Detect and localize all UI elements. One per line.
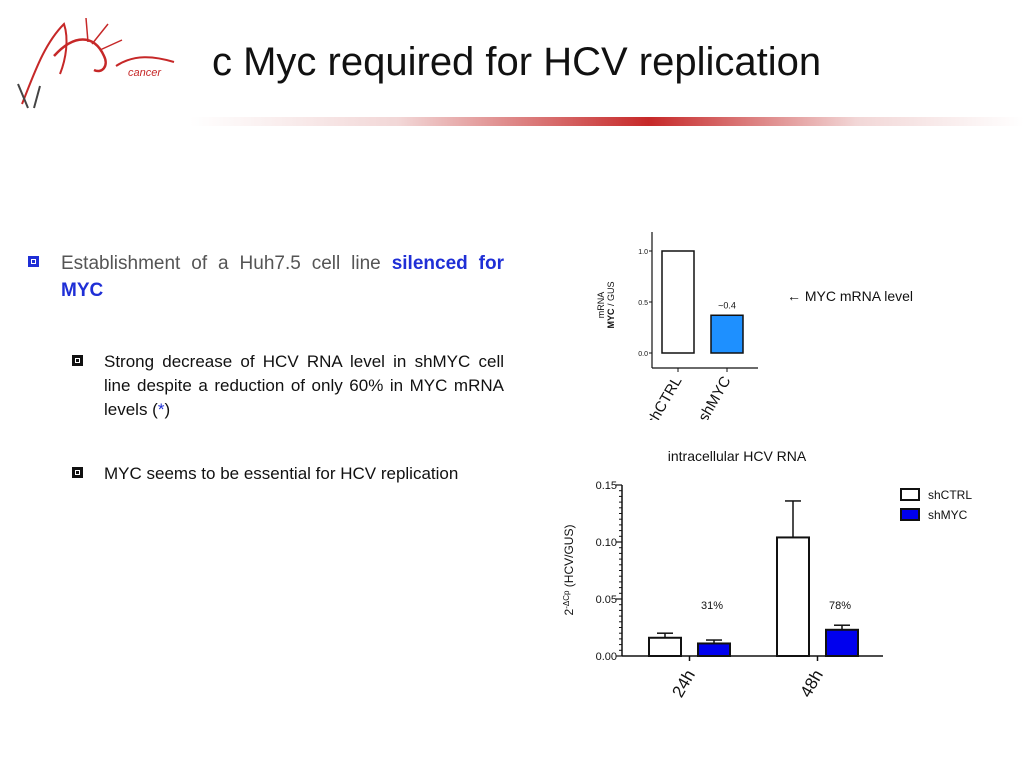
chart2-ylabel: 2-ΔCp (HCV/GUS) bbox=[562, 525, 577, 616]
chart2-y-tick-label: 0.10 bbox=[596, 537, 617, 549]
chart2-legend-swatch-shMYC bbox=[900, 508, 920, 521]
chart1-ylabel-line1: mRNA bbox=[596, 292, 606, 319]
chart2-ylabel-prefix: 2 bbox=[562, 608, 576, 615]
chart2-y-tick-label: 0.15 bbox=[596, 480, 617, 492]
chart1-bars bbox=[661, 250, 744, 354]
chart2-legend-label-shCTRL: shCTRL bbox=[928, 488, 972, 502]
cancer-logo: cancer bbox=[17, 17, 175, 109]
chart2-annotation: 78% bbox=[829, 600, 851, 612]
chart2-x-tick-label: 48h bbox=[796, 667, 827, 701]
chart1-y-tick-label: 1.0 bbox=[638, 249, 648, 256]
logo-text: cancer bbox=[128, 67, 162, 79]
chart1-y-tick-label: 0.0 bbox=[638, 351, 648, 358]
bullet-sub-2: MYC seems to be essential for HCV replic… bbox=[72, 462, 504, 486]
chart2-legend: shCTRL shMYC bbox=[900, 488, 972, 522]
bullet-main-text: Establishment of a Huh7.5 cell line sile… bbox=[61, 250, 504, 304]
title-divider bbox=[190, 117, 1024, 126]
chart1-data-label: ~0.4 bbox=[718, 300, 736, 310]
bullet-sub-1-label: Strong decrease of HCV RNA level in shMY… bbox=[104, 352, 504, 419]
bullet-square-icon bbox=[28, 256, 39, 267]
chart1-annotation: ← MYC mRNA level bbox=[787, 288, 913, 304]
bullet-main-label: Establishment of a Huh7.5 cell line bbox=[61, 253, 381, 274]
chart2-ylabel-suffix: (HCV/GUS) bbox=[562, 525, 576, 591]
bullet-sub-1-text: Strong decrease of HCV RNA level in shMY… bbox=[104, 350, 504, 422]
bullet-list: Establishment of a Huh7.5 cell line sile… bbox=[28, 250, 504, 486]
chart2-bar-shMYC-48h bbox=[825, 628, 859, 657]
chart2-title: intracellular HCV RNA bbox=[668, 448, 807, 464]
bullet-main-emphasis: silenced for MYC bbox=[61, 253, 504, 301]
chart1-ylabel: mRNA MYC / GUS bbox=[596, 281, 616, 328]
bullet-sub-2-text: MYC seems to be essential for HCV replic… bbox=[104, 464, 459, 483]
chart2-annotation: 31% bbox=[701, 600, 723, 612]
chart2-bar-shMYC-24h bbox=[697, 642, 731, 658]
chart2-y-tick-label: 0.00 bbox=[596, 651, 617, 663]
chart1-ylabel-rest: / GUS bbox=[606, 281, 616, 308]
chart2-bar-shCTRL-24h bbox=[648, 636, 682, 657]
bullet-sub-1: Strong decrease of HCV RNA level in shMY… bbox=[72, 350, 504, 422]
bullet-square-icon bbox=[72, 355, 83, 366]
chart1-x-tick-label: shCTRL bbox=[643, 374, 685, 421]
chart2-axes: 0.00 0.05 0.10 0.15 24h 48h bbox=[596, 480, 883, 701]
page-title: c Myc required for HCV replication bbox=[212, 40, 822, 84]
chart2-y-tick-label: 0.05 bbox=[596, 594, 617, 606]
chart1-bar-shCTRL bbox=[661, 250, 695, 354]
bullet-square-icon bbox=[72, 467, 83, 478]
hcv-rna-chart: intracellular HCV RNA 2-ΔCp (HCV/GUS) 0.… bbox=[562, 448, 973, 701]
chart1-bar-shMYC bbox=[710, 314, 744, 354]
chart1-ylabel-line2: MYC / GUS bbox=[606, 281, 616, 328]
chart2-bars bbox=[648, 500, 859, 658]
chart1-ylabel-bold: MYC bbox=[606, 308, 616, 329]
myc-mrna-chart: mRNA MYC / GUS 0.0 0.5 1.0 shCTRL shMYC ~0.4… bbox=[596, 232, 913, 421]
chart1-y-tick-label: 0.5 bbox=[638, 300, 648, 307]
bullet-sub-1-close: ) bbox=[164, 400, 171, 419]
chart2-ylabel-sup: -ΔCp bbox=[562, 590, 571, 609]
chart2-legend-label-shMYC: shMYC bbox=[928, 508, 968, 522]
chart2-bar-shCTRL-48h bbox=[776, 536, 810, 657]
chart2-annotations: 31% 78% bbox=[701, 600, 851, 612]
chart2-legend-swatch-shCTRL bbox=[900, 488, 920, 501]
bullet-main: Establishment of a Huh7.5 cell line sile… bbox=[28, 250, 504, 304]
chart2-x-tick-label: 24h bbox=[668, 667, 699, 701]
chart1-x-tick-label: shMYC bbox=[695, 373, 734, 420]
footnote-star: * bbox=[157, 400, 165, 419]
